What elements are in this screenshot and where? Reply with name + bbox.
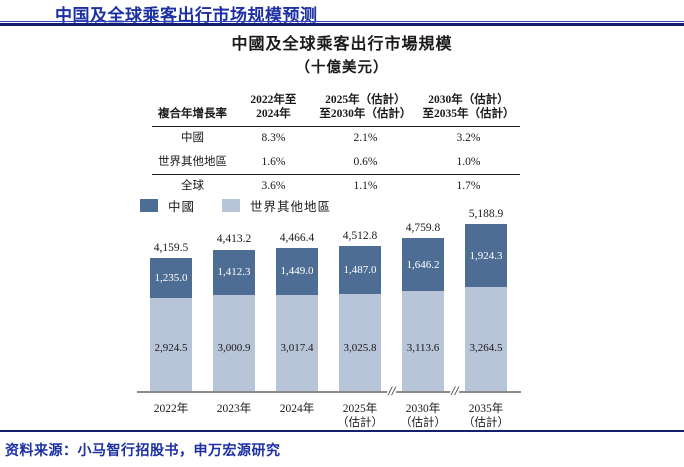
bar-segment-china-value: 1,646.2 [406,258,440,271]
x-axis-label: 2022年 [133,402,209,416]
footer-rule [0,430,684,432]
bar-segment-world: 3,025.8 [339,294,381,392]
bar-segment-world-value: 3,017.4 [280,342,314,354]
bar-group-0: 4,159.5 1,235.0 2,924.5 2022年 [150,210,192,415]
bar-segment-world: 3,017.4 [276,294,318,392]
bar-segment-china-value: 1,235.0 [154,271,188,284]
bar-group-2: 4,466.4 1,449.0 3,017.4 2024年 [276,210,318,415]
table-row: 世界其他地區 1.6% 0.6% 1.0% [152,151,520,175]
x-axis-label-line: 2025年 [342,403,378,415]
bar-segment-world: 2,924.5 [150,297,192,392]
table-cell-value: 2.1% [353,131,378,144]
x-axis-label-line: 2024年 [279,403,315,415]
bar-segment-world: 3,000.9 [213,295,255,392]
bar-series-area: 4,159.5 1,235.0 2,924.5 2022年 4,413.2 1,412.3… [140,208,517,429]
table-row: 中國 8.3% 2.1% 3.2% [152,126,520,150]
bar-segment-china-value: 1,449.0 [280,265,314,278]
table-header-line: 2030年（估計） [428,94,509,106]
table-header-line: 至2030年（估計） [319,108,412,121]
legend-label-0: 中國 [168,200,196,214]
bar-segment-china: 1,487.0 [339,246,381,295]
table-header-metric: 複合年增長率 [152,93,233,126]
chart-unit-subtitle: （十億美元） [295,60,389,76]
table-row-label: 世界其他地區 [157,155,227,168]
legend-item-1: 世界其他地區 [222,196,331,215]
bar-segment-china: 1,412.3 [213,249,255,296]
cagr-table-header: 複合年增長率 2022年至 2024年 2025年（估計） 至2030年（估計） 2030… [152,93,520,127]
table-cell-value: 8.3% [261,131,286,144]
table-cell-value: 1.1% [353,180,378,193]
legend-item-0: 中國 [140,196,195,215]
table-row: 全球 3.6% 1.1% 1.7% [152,174,520,199]
bar-segment-china: 1,449.0 [276,247,318,295]
x-axis-label: 2024年 [259,402,335,416]
table-cell-value: 3.6% [261,180,286,193]
x-axis-label-line: 2030年 [405,403,441,415]
bar-segment-china-value: 1,487.0 [343,264,377,277]
chart-legend: 中國 世界其他地區 [140,196,331,215]
bar-total-label: 4,159.5 [153,241,189,254]
x-axis-label-line: （估計） [463,417,509,430]
x-axis-label-line: 2023年 [216,403,252,415]
header-rule [0,21,684,26]
bar-segment-world: 3,264.5 [465,286,507,392]
table-header-period: 2025年（估計） 至2030年（估計） [314,93,417,126]
table-header-period: 2030年（估計） 至2035年（估計） [417,93,520,126]
x-axis-label: 2023年 [196,402,272,416]
stacked-bar-chart: 4,159.5 1,235.0 2,924.5 2022年 4,413.2 1,412.3… [137,208,521,429]
bar-segment-china: 1,646.2 [402,238,444,292]
bar-segment-world-value: 3,264.5 [469,342,503,354]
bar-group-4: 4,759.8 1,646.2 3,113.6 2030年 （估計） [400,210,446,429]
header-rule-thick [0,23,684,26]
bar-segment-china-value: 1,924.3 [469,249,503,262]
bar-total-label: 4,413.2 [216,233,252,246]
chart-title: 中國及全球乘客出行市場規模 [231,36,453,53]
table-cell-value: 1.7% [456,180,481,193]
source-attribution: 资料来源：小马智行招股书，申万宏源研究 [5,442,281,458]
x-axis-label: 2025年 （估計） [322,402,398,431]
x-axis-label: 2030年 （估計） [385,402,461,431]
bar-group-5: 5,188.9 1,924.3 3,264.5 2035年 （估計） [463,208,509,429]
bar-segment-world-value: 3,000.9 [217,342,251,354]
bar-segment-world-value: 2,924.5 [154,342,188,354]
bar-total-label: 4,466.4 [279,231,315,244]
x-axis-line [137,391,521,393]
table-cell-value: 0.6% [353,155,378,168]
bar-segment-china-value: 1,412.3 [217,266,251,279]
bar-segment-world: 3,113.6 [402,291,444,392]
table-header-line: 至2035年（估計） [422,108,515,121]
table-cell-value: 1.0% [456,155,481,168]
bar-group-1: 4,413.2 1,412.3 3,000.9 2023年 [213,210,255,415]
x-axis-label-line: （估計） [400,417,446,430]
x-axis-label-line: （估計） [337,417,383,430]
table-row-label: 中國 [180,131,204,144]
table-cell-value: 1.6% [261,155,286,168]
table-cell-value: 3.2% [456,131,481,144]
report-figure-title: 中国及全球乘客出行市场规模预测 [55,6,318,25]
legend-swatch-0 [140,199,158,212]
bar-segment-china: 1,924.3 [465,224,507,287]
legend-label-1: 世界其他地區 [250,200,332,214]
cagr-table: 複合年增長率 2022年至 2024年 2025年（估計） 至2030年（估計） 2030… [152,93,520,199]
table-header-period: 2022年至 2024年 [233,93,314,126]
header-rule-thin [0,21,684,22]
bar-total-label: 5,188.9 [468,208,504,221]
bar-segment-world-value: 3,025.8 [343,342,377,354]
bar-total-label: 4,512.8 [342,230,378,243]
table-header-line: 2024年 [256,108,291,121]
x-axis-label-line: 2022年 [153,403,189,415]
bar-segment-china: 1,235.0 [150,257,192,298]
x-axis-label: 2035年 （估計） [448,402,524,431]
x-axis-label-line: 2035年 [468,403,504,415]
bar-group-3: 4,512.8 1,487.0 3,025.8 2025年 （估計） [337,210,383,429]
bar-segment-world-value: 3,113.6 [406,342,440,354]
table-header-line: 2025年（估計） [325,94,406,106]
table-header-line: 2022年至 [250,94,297,106]
legend-swatch-1 [222,199,241,212]
table-row-label: 全球 [180,180,204,193]
table-header-line: 複合年增長率 [157,108,227,121]
bar-total-label: 4,759.8 [405,222,441,235]
